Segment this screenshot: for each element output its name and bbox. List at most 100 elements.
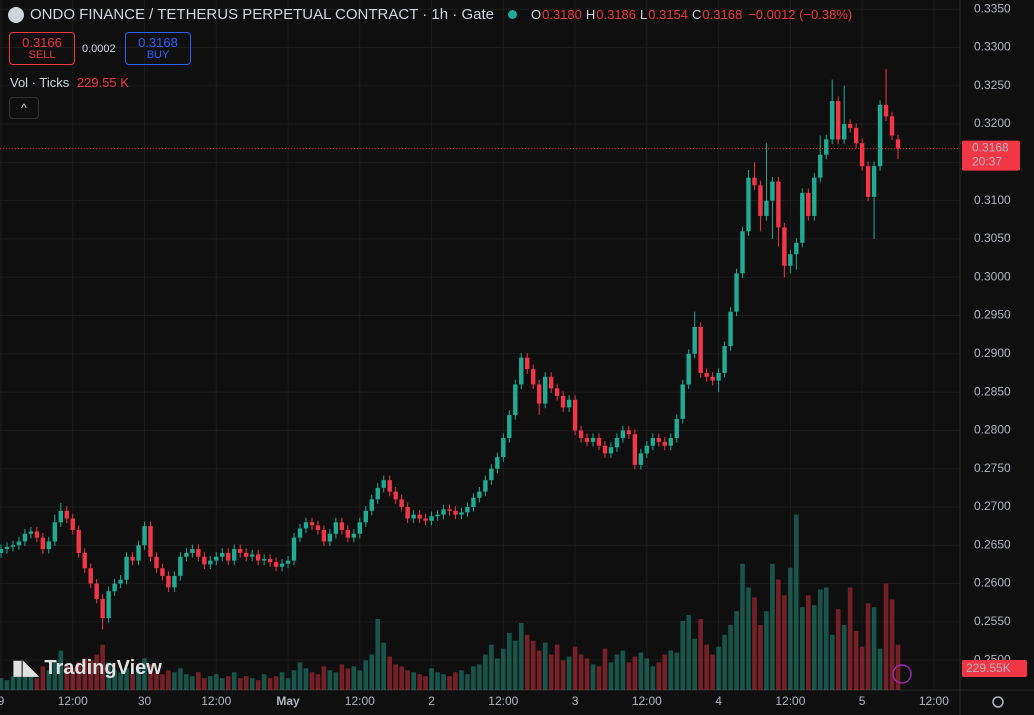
candle-body: [471, 497, 476, 507]
volume-bar: [148, 664, 153, 690]
candle-body: [16, 541, 22, 546]
candle-body: [465, 506, 470, 513]
y-tick-label: 0.2950: [974, 308, 1011, 322]
ohlc-key: C: [692, 7, 702, 22]
volume-bar: [578, 654, 584, 690]
candle-body: [560, 395, 566, 408]
candle-body: [812, 177, 817, 216]
volume-bar: [64, 664, 70, 690]
volume-bar: [375, 619, 381, 690]
volume-bar: [889, 599, 895, 690]
candle-body: [28, 531, 34, 534]
change: −0.0012 (−0.38%): [748, 7, 853, 22]
x-tick-label: 12:00: [632, 694, 662, 708]
candle-body: [836, 101, 841, 140]
volume-bar: [632, 656, 638, 690]
candle-body: [662, 441, 667, 446]
candle-body: [818, 154, 823, 178]
candle-body: [22, 533, 28, 542]
volume-bar: [674, 652, 680, 690]
candle-body: [273, 562, 279, 567]
y-tick-label: 0.2650: [974, 537, 1011, 551]
candle-body: [82, 552, 87, 569]
candle-body: [542, 376, 548, 404]
volume-bar: [584, 658, 590, 690]
volume-bar: [823, 587, 829, 690]
candle-body: [824, 139, 829, 155]
candle-body: [196, 549, 201, 557]
volume-bar: [590, 664, 596, 690]
y-tick-label: 0.2800: [974, 423, 1011, 437]
candle-body: [238, 549, 243, 553]
volume-bar: [770, 563, 775, 690]
candle-body: [752, 177, 757, 186]
candle-body: [160, 568, 165, 576]
collapse-button[interactable]: ^: [9, 97, 39, 119]
volume-bar: [172, 672, 177, 690]
candle-body: [261, 559, 267, 561]
ohlc-value: 0.3180: [542, 7, 582, 22]
candle-body: [626, 430, 632, 435]
candle-body: [566, 399, 572, 408]
buy-button[interactable]: 0.3168 BUY: [125, 32, 191, 65]
candle-body: [871, 166, 877, 197]
volume-bar: [560, 660, 566, 690]
volume-bar: [106, 662, 111, 690]
volume-bar: [273, 676, 279, 690]
y-tick-label: 0.2750: [974, 461, 1011, 475]
candle-body: [447, 509, 452, 511]
volume-bar: [28, 676, 34, 690]
y-tick-label: 0.3300: [974, 40, 1011, 54]
buy-price: 0.3168: [138, 35, 178, 50]
y-tick-label: 0.3000: [974, 269, 1011, 283]
header: ONDO FINANCE / TETHERUS PERPETUAL CONTRA…: [8, 6, 852, 23]
volume-bar: [794, 514, 799, 690]
volume-bar: [764, 611, 769, 690]
volume-bar: [602, 648, 608, 690]
volume-bar: [118, 672, 123, 690]
y-tick-label: 0.3100: [974, 193, 1011, 207]
candle-body: [632, 434, 638, 465]
volume-bar: [829, 634, 835, 690]
y-tick-label: 0.3200: [974, 116, 1011, 130]
y-tick-label: 0.2700: [974, 499, 1011, 513]
volume-bar: [154, 672, 159, 690]
volume-bar: [572, 646, 578, 690]
volume-bar: [865, 603, 871, 690]
volume-bar: [883, 583, 889, 690]
candle-body: [94, 583, 99, 599]
candle-body: [800, 192, 805, 243]
x-tick-label: 9: [0, 694, 5, 708]
candle-body: [220, 552, 225, 557]
candle-body: [118, 579, 123, 584]
candle-body: [369, 499, 374, 511]
candle-body: [178, 556, 183, 576]
volume-bar: [800, 607, 805, 690]
candle-body: [88, 568, 93, 584]
sell-button[interactable]: 0.3166 SELL: [9, 32, 75, 65]
volume-bar: [321, 666, 327, 690]
volume-bar: [339, 664, 345, 690]
candle-body: [656, 438, 661, 442]
candle-body: [46, 541, 52, 550]
volume-bar: [542, 642, 548, 690]
volume-bar: [124, 668, 129, 690]
volume-bar: [620, 650, 626, 690]
candle-body: [501, 438, 506, 458]
candle-body: [148, 526, 153, 557]
volume-bar: [501, 648, 506, 690]
volume-bar: [279, 672, 285, 690]
candle-body: [34, 531, 40, 538]
volume-bar: [668, 650, 674, 690]
candle-body: [4, 546, 10, 550]
candle-body: [548, 376, 554, 389]
ohlc: O 0.3180 H 0.3186 L 0.3154 C 0.3168: [531, 7, 742, 22]
volume-bar: [746, 587, 751, 690]
candle-body: [841, 124, 847, 140]
candle-body: [351, 533, 357, 538]
candle-body: [602, 445, 608, 454]
candle-body: [279, 563, 285, 567]
volume-bar: [16, 674, 22, 690]
volume-bar: [405, 670, 410, 690]
candle-body: [889, 116, 895, 136]
